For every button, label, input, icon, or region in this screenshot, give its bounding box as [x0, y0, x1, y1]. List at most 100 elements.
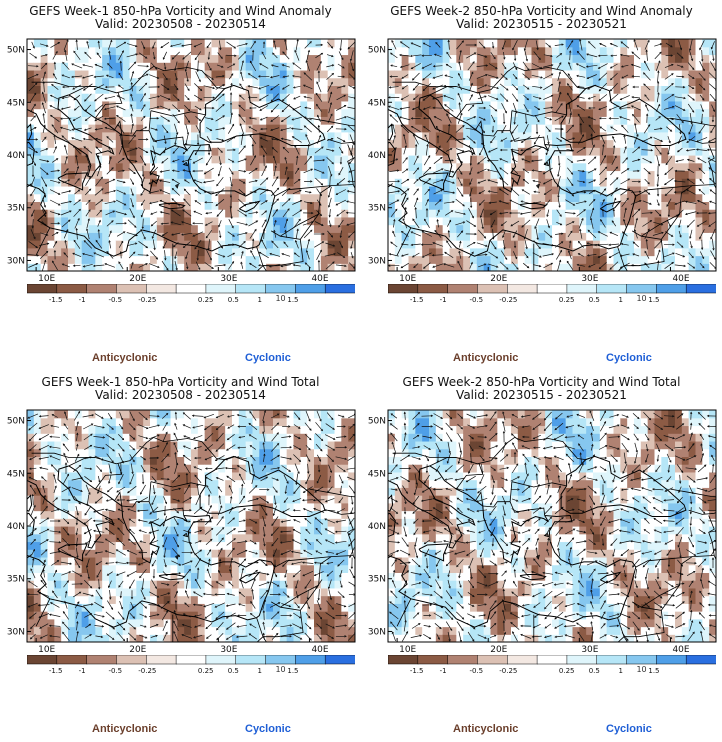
wind-arrowhead [238, 114, 241, 117]
wind-arrowhead [547, 225, 551, 229]
wind-arrowhead [428, 166, 432, 170]
wind-arrow [108, 51, 112, 60]
wind-arrow [73, 209, 81, 217]
wind-arrow [336, 178, 346, 185]
vorticity-cell [156, 139, 165, 148]
wind-arrowhead [149, 201, 152, 205]
wind-arrow [535, 228, 539, 240]
vorticity-cell [681, 170, 690, 179]
vorticity-cell [483, 240, 492, 249]
wind-arrow [402, 84, 408, 90]
vorticity-cell [702, 139, 710, 148]
vorticity-cell [620, 263, 628, 271]
wind-arrow [229, 176, 233, 187]
vorticity-cell [47, 155, 55, 164]
vorticity-cell [429, 155, 437, 164]
vorticity-cell [348, 116, 355, 125]
vorticity-cell [115, 216, 124, 226]
wind-arrow [501, 125, 507, 133]
vorticity-cell [300, 62, 308, 71]
vorticity-cell [442, 93, 451, 102]
wind-arrowhead [483, 46, 486, 49]
vorticity-cell [177, 39, 185, 48]
wind-arrowhead [199, 88, 203, 92]
wind-arrowhead [270, 110, 274, 113]
vorticity-cell [470, 162, 478, 172]
vorticity-cell [191, 240, 199, 249]
vorticity-cell [490, 85, 498, 94]
vorticity-cell [341, 216, 349, 226]
vorticity-cell [552, 263, 560, 271]
vorticity-cell [579, 240, 587, 249]
wind-arrow [488, 63, 498, 69]
vorticity-cell [545, 124, 553, 133]
wind-arrow [40, 148, 48, 152]
wind-arrowhead [221, 65, 224, 68]
vorticity-cell [586, 216, 594, 226]
wind-arrowhead [143, 92, 146, 96]
wind-arrow [415, 207, 417, 219]
vorticity-cell [327, 100, 336, 110]
vorticity-cell [552, 232, 560, 241]
vorticity-cell [702, 155, 710, 164]
wind-arrow [85, 155, 91, 166]
vorticity-cell [334, 108, 342, 117]
vorticity-cell [476, 170, 485, 179]
wind-arrowhead [348, 235, 351, 238]
wind-arrow [228, 73, 234, 80]
vorticity-cell [136, 185, 144, 195]
vorticity-cell [211, 224, 219, 233]
wind-arrow [139, 82, 147, 92]
vorticity-cell [470, 193, 478, 202]
vorticity-cell [688, 162, 697, 172]
wind-arrowhead [109, 230, 112, 233]
vorticity-cell [627, 147, 635, 156]
wind-arrow [216, 176, 224, 187]
vorticity-cell [327, 46, 336, 56]
vorticity-cell [511, 255, 519, 264]
wind-arrowhead [88, 209, 91, 212]
wind-arrowhead [435, 41, 438, 45]
vorticity-cell [401, 54, 410, 63]
wind-arrowhead [157, 95, 160, 98]
wind-arrowhead [212, 96, 216, 99]
wind-arrowhead [182, 169, 185, 172]
wind-arrow [325, 242, 335, 247]
wind-arrowhead [93, 87, 97, 90]
wind-arrow [488, 251, 498, 259]
wind-arrow [346, 222, 355, 226]
vorticity-cell [184, 46, 192, 56]
wind-arrow [292, 209, 302, 217]
vorticity-cell [709, 224, 716, 233]
wind-arrow [185, 60, 189, 72]
vorticity-cell [286, 155, 295, 164]
wind-arrow [523, 179, 529, 184]
vorticity-cell [552, 77, 560, 86]
wind-arrow [348, 230, 355, 238]
vorticity-cell [463, 46, 471, 56]
wind-arrow [74, 178, 80, 185]
vorticity-cell [435, 100, 444, 110]
vorticity-cell [129, 263, 137, 271]
wind-arrow [546, 209, 550, 217]
vorticity-cell [647, 193, 656, 202]
wind-arrow [62, 263, 70, 268]
vorticity-cell [388, 54, 396, 63]
vorticity-cell [204, 224, 213, 233]
vorticity-cell [668, 93, 676, 102]
wind-arrowhead [551, 73, 554, 76]
wind-arrow [520, 211, 532, 215]
wind-arrowhead [159, 179, 162, 182]
vorticity-cell [606, 147, 615, 156]
vorticity-cell [61, 147, 69, 156]
vorticity-cell [429, 178, 437, 187]
vorticity-cell [531, 77, 539, 86]
vorticity-cell [129, 54, 137, 63]
wind-arrowhead [264, 165, 267, 168]
vorticity-cell [552, 93, 560, 102]
wind-arrowhead [69, 200, 72, 203]
vorticity-cell [388, 108, 396, 117]
vorticity-cell [191, 39, 199, 48]
vorticity-cell [177, 46, 185, 56]
vorticity-cell [634, 170, 642, 179]
